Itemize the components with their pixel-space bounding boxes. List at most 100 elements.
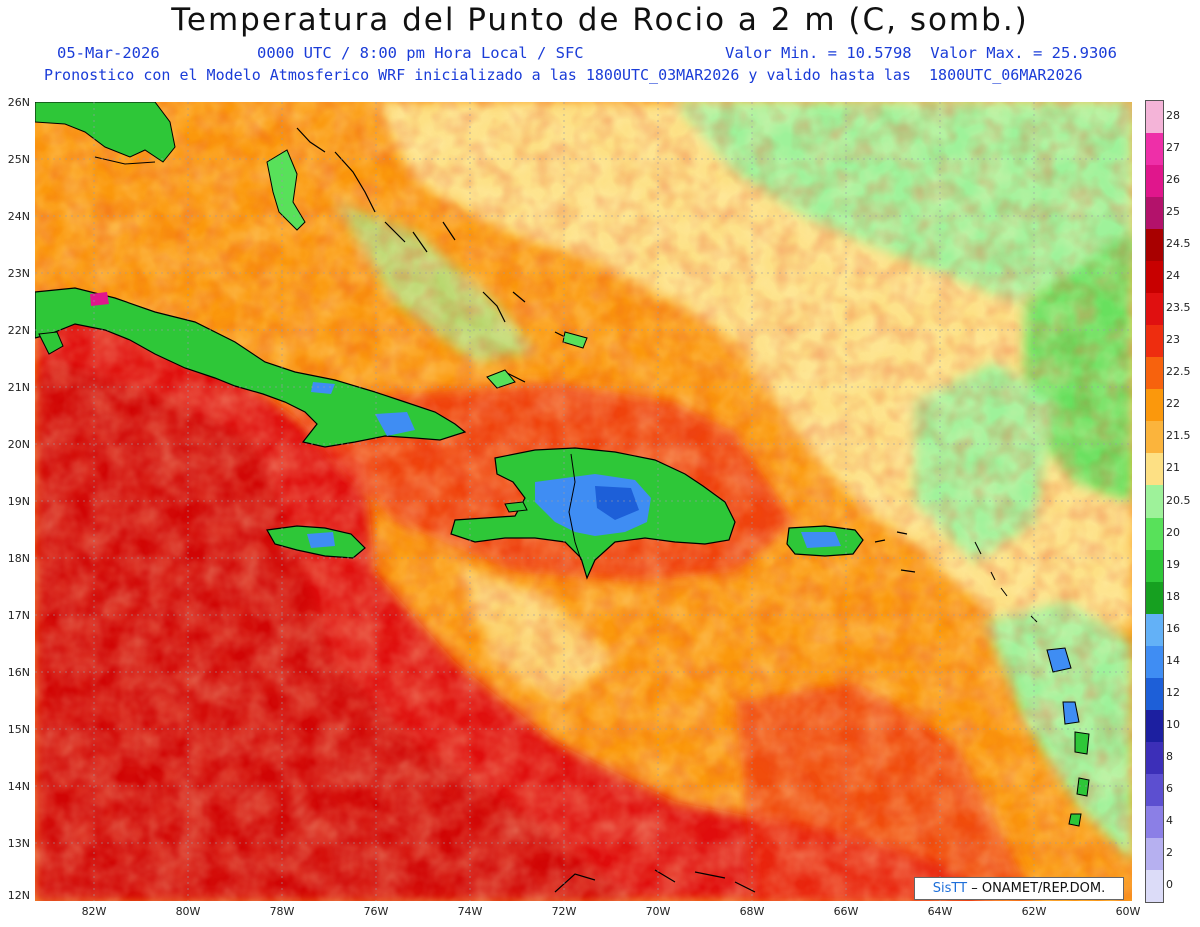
colorbar bbox=[1145, 100, 1164, 903]
colorbar-swatch bbox=[1146, 485, 1163, 518]
small-island-a bbox=[486, 369, 516, 389]
cuba-blue-1 bbox=[375, 412, 415, 436]
colorbar-swatch bbox=[1146, 613, 1163, 647]
colorbar-swatch bbox=[1146, 645, 1163, 679]
island-barbados bbox=[1068, 813, 1082, 827]
colorbar-label: 16 bbox=[1166, 621, 1180, 635]
lat-label: 23N bbox=[7, 267, 30, 280]
colorbar-swatch bbox=[1146, 869, 1163, 903]
colorbar-label: 22 bbox=[1166, 397, 1180, 411]
colorbar-swatch bbox=[1146, 773, 1163, 807]
cuba-blue-2 bbox=[311, 382, 335, 394]
lon-label: 78W bbox=[269, 905, 295, 918]
virgin-islands bbox=[874, 531, 916, 573]
isla-juventud bbox=[38, 331, 64, 355]
south-america-coast bbox=[554, 869, 756, 893]
colorbar-swatch bbox=[1146, 517, 1163, 551]
cuba bbox=[35, 287, 467, 448]
colorbar-label: 6 bbox=[1166, 781, 1173, 795]
colorbar-label: 27 bbox=[1166, 141, 1180, 155]
colorbar-swatch bbox=[1146, 709, 1163, 743]
dewpoint-map bbox=[35, 102, 1132, 901]
lat-label: 24N bbox=[7, 210, 30, 223]
colorbar-label: 26 bbox=[1166, 173, 1180, 187]
lon-label: 74W bbox=[457, 905, 483, 918]
gonave bbox=[504, 501, 528, 513]
colorbar-swatch bbox=[1146, 741, 1163, 775]
cuba-magenta bbox=[90, 292, 109, 306]
lon-label: 72W bbox=[551, 905, 577, 918]
colorbar-label: 19 bbox=[1166, 557, 1180, 571]
florida-keys bbox=[94, 156, 156, 165]
island-small-chain bbox=[974, 541, 1038, 623]
lat-label: 25N bbox=[7, 153, 30, 166]
colorbar-label: 23.5 bbox=[1166, 301, 1191, 315]
small-island-b bbox=[562, 331, 588, 349]
lon-label: 76W bbox=[363, 905, 389, 918]
lon-label: 66W bbox=[833, 905, 859, 918]
map-svg bbox=[35, 102, 1132, 901]
colorbar-label: 28 bbox=[1166, 109, 1180, 123]
colorbar-label: 8 bbox=[1166, 749, 1173, 763]
colorbar-label: 2 bbox=[1166, 845, 1173, 859]
colorbar-swatch bbox=[1146, 421, 1163, 454]
lon-label: 60W bbox=[1115, 905, 1141, 918]
lat-lon-grid bbox=[35, 102, 1132, 901]
colorbar-swatch bbox=[1146, 325, 1163, 358]
hispaniola-darkblue bbox=[595, 486, 639, 520]
lon-label: 64W bbox=[927, 905, 953, 918]
colorbar-label: 20.5 bbox=[1166, 493, 1191, 507]
andros-island bbox=[266, 149, 306, 231]
lat-label: 17N bbox=[7, 609, 30, 622]
colorbar-swatch bbox=[1146, 805, 1163, 839]
puerto-rico-blue bbox=[801, 532, 841, 548]
colorbar-swatch bbox=[1146, 229, 1163, 262]
colorbar-label: 20 bbox=[1166, 525, 1180, 539]
colorbar-label: 0 bbox=[1166, 877, 1173, 891]
colorbar-label: 4 bbox=[1166, 813, 1173, 827]
colorbar-swatch bbox=[1146, 549, 1163, 583]
colorbar-label: 21 bbox=[1166, 461, 1180, 475]
colorbar-swatch bbox=[1146, 837, 1163, 871]
model-info: Pronostico con el Modelo Atmosferico WRF… bbox=[44, 66, 1083, 84]
lat-label: 22N bbox=[7, 324, 30, 337]
lon-label: 70W bbox=[645, 905, 671, 918]
island-martinique bbox=[1062, 701, 1080, 725]
colorbar-swatch bbox=[1146, 293, 1163, 326]
lat-label: 18N bbox=[7, 552, 30, 565]
colorbar-label: 24 bbox=[1166, 269, 1180, 283]
colorbar-swatch bbox=[1146, 165, 1163, 198]
lat-label: 12N bbox=[7, 889, 30, 902]
lat-label: 14N bbox=[7, 780, 30, 793]
colorbar-label: 10 bbox=[1166, 717, 1180, 731]
island-stvincent bbox=[1076, 777, 1090, 797]
lat-label: 16N bbox=[7, 666, 30, 679]
credit-text: – ONAMET/REP.DOM. bbox=[971, 881, 1106, 896]
colorbar-label: 18 bbox=[1166, 589, 1180, 603]
colorbar-label: 25 bbox=[1166, 205, 1180, 219]
lon-label: 68W bbox=[739, 905, 765, 918]
colorbar-swatch bbox=[1146, 677, 1163, 711]
forecast-time: 0000 UTC / 8:00 pm Hora Local / SFC bbox=[257, 44, 584, 62]
colorbar-swatch bbox=[1146, 389, 1163, 422]
colorbar-label: 12 bbox=[1166, 685, 1180, 699]
lat-label: 26N bbox=[7, 96, 30, 109]
lon-label: 62W bbox=[1021, 905, 1047, 918]
map-title: Temperatura del Punto de Rocio a 2 m (C,… bbox=[171, 2, 1029, 38]
lat-label: 13N bbox=[7, 837, 30, 850]
colorbar-swatch bbox=[1146, 133, 1163, 166]
sistt-logo: SisTT bbox=[932, 881, 968, 896]
hispaniola-border bbox=[568, 453, 582, 561]
jamaica-blue bbox=[307, 532, 335, 548]
island-stlucia bbox=[1074, 731, 1090, 755]
colorbar-label: 22.5 bbox=[1166, 365, 1191, 379]
lat-label: 15N bbox=[7, 723, 30, 736]
colorbar-swatch bbox=[1146, 261, 1163, 294]
colorbar-label: 23 bbox=[1166, 333, 1180, 347]
lat-label: 21N bbox=[7, 381, 30, 394]
colorbar-swatch bbox=[1146, 581, 1163, 615]
island-guadeloupe bbox=[1046, 647, 1072, 673]
colorbar-swatch bbox=[1146, 197, 1163, 230]
lon-label: 82W bbox=[81, 905, 107, 918]
colorbar-swatch bbox=[1146, 357, 1163, 390]
